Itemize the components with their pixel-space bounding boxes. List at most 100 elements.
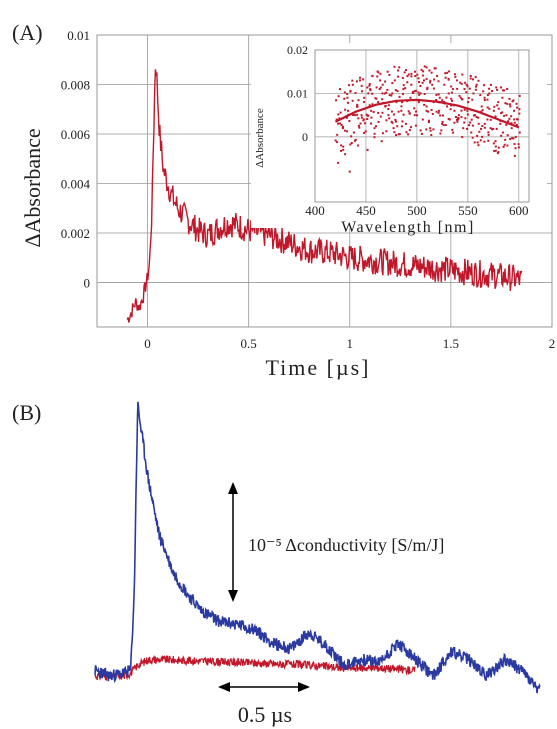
inset-point <box>483 140 486 143</box>
inset-point <box>441 99 444 102</box>
inset-point <box>410 72 413 75</box>
inset-point <box>397 110 400 113</box>
panel-a-x-ticks: 0 0.5 1 1.5 2 <box>144 336 555 351</box>
inset-point <box>481 109 484 112</box>
inset-point <box>348 120 351 123</box>
inset-point <box>457 114 460 117</box>
inset-point <box>506 102 509 105</box>
inset-point <box>427 119 430 122</box>
inset-point <box>340 124 343 127</box>
inset-point <box>349 143 352 146</box>
inset-point <box>515 118 518 121</box>
inset-point <box>483 122 486 125</box>
panel-a-y-tick-label: 0.002 <box>61 226 90 241</box>
inset-point <box>417 91 420 94</box>
inset-point <box>385 91 388 94</box>
vertical-scale-label: 10⁻⁵ Δconductivity [S/m/J] <box>248 535 444 555</box>
inset-point <box>505 114 508 117</box>
inset-point <box>393 79 396 82</box>
inset-point <box>381 98 384 101</box>
inset-point <box>461 135 464 138</box>
inset-point <box>433 78 436 81</box>
inset-point <box>437 93 440 96</box>
inset-point <box>351 83 354 86</box>
inset-point <box>454 116 457 119</box>
inset-point <box>435 99 438 102</box>
inset-point <box>394 89 397 92</box>
inset-point <box>425 109 428 112</box>
inset-point <box>501 111 504 114</box>
inset-point <box>513 121 516 124</box>
inset-point <box>393 131 396 134</box>
inset-point <box>355 80 358 83</box>
inset-point <box>462 127 465 130</box>
inset-point <box>359 122 362 125</box>
inset-point <box>503 143 506 146</box>
inset-point <box>417 101 420 104</box>
inset-point <box>453 109 456 112</box>
inset-point <box>516 106 519 109</box>
inset-point <box>420 132 423 135</box>
inset-point <box>480 127 483 130</box>
inset-point <box>492 127 495 130</box>
inset-point <box>362 78 365 81</box>
inset-point <box>373 136 376 139</box>
inset-point <box>449 108 452 111</box>
inset-point <box>450 97 453 100</box>
inset-point <box>480 105 483 108</box>
inset-point <box>379 79 382 82</box>
inset-point <box>518 94 521 97</box>
inset-point <box>466 85 469 88</box>
inset-point <box>373 132 376 135</box>
inset-point <box>483 99 486 102</box>
inset-point <box>466 127 469 130</box>
inset-point <box>371 103 374 106</box>
inset-point <box>343 91 346 94</box>
inset-point <box>425 77 428 80</box>
inset-point <box>341 127 344 130</box>
inset-point <box>464 117 467 120</box>
inset-point <box>400 105 403 108</box>
inset-point <box>428 69 431 72</box>
inset-point <box>481 135 484 138</box>
inset-point <box>379 72 382 75</box>
panel-a-y-tick-label: 0.006 <box>61 127 91 142</box>
inset-point <box>447 70 450 73</box>
inset-point <box>445 96 448 99</box>
inset-point <box>488 107 491 110</box>
inset-point <box>432 87 435 90</box>
inset-point <box>495 127 498 130</box>
inset-point <box>338 88 341 91</box>
inset-point <box>415 89 418 92</box>
inset-point <box>419 92 422 95</box>
inset-point <box>478 130 481 133</box>
inset-point <box>501 131 504 134</box>
inset-point <box>400 109 403 112</box>
inset-point <box>387 104 390 107</box>
inset-point <box>466 113 469 116</box>
inset-point <box>477 122 480 125</box>
inset-point <box>471 136 474 139</box>
inset-point <box>489 118 492 121</box>
inset-point <box>431 112 434 115</box>
inset-point <box>336 133 339 136</box>
inset-point <box>460 82 463 85</box>
inset-point <box>386 70 389 73</box>
inset-point <box>489 127 492 130</box>
inset-point <box>471 124 474 127</box>
inset-point <box>425 66 428 69</box>
inset-point <box>370 109 373 112</box>
inset-point <box>356 144 359 147</box>
inset-point <box>346 92 349 95</box>
panel-a-y-axis-label: ΔAbsorbance <box>20 128 45 247</box>
inset-point <box>414 124 417 127</box>
inset-point <box>377 71 380 74</box>
panel-b-label: (B) <box>12 400 41 425</box>
inset-point <box>340 149 343 152</box>
inset-point <box>422 79 425 82</box>
inset-point <box>391 92 394 95</box>
inset-point <box>385 130 388 133</box>
inset-point <box>337 122 340 125</box>
inset-point <box>401 120 404 123</box>
inset-point <box>453 73 456 76</box>
